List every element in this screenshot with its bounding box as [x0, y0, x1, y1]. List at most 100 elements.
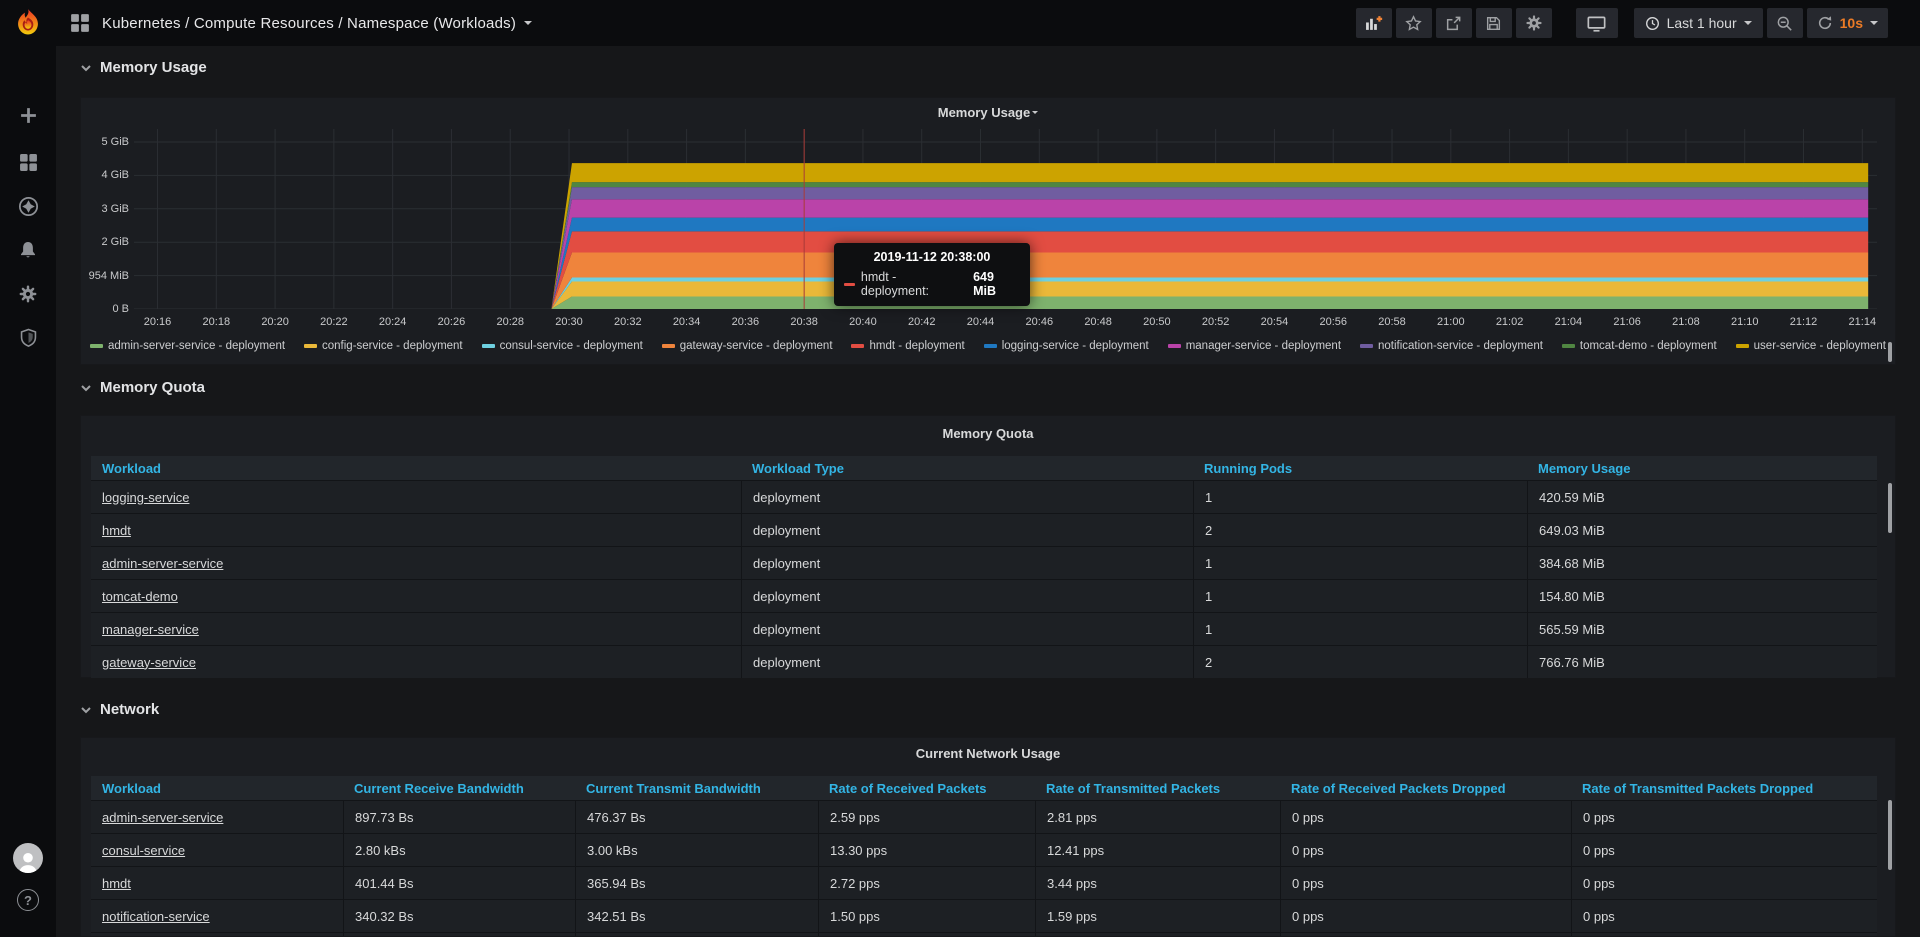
refresh-interval-label[interactable]: 10s	[1840, 15, 1863, 31]
workload-link[interactable]: hmdt	[102, 523, 131, 538]
table-cell: 365.94 Bs	[575, 867, 818, 899]
legend-item[interactable]: user-service - deployment	[1736, 340, 1886, 352]
x-axis-tick: 20:24	[371, 316, 415, 328]
column-header[interactable]: Current Transmit Bandwidth	[575, 781, 818, 796]
refresh-button[interactable]: 10s	[1807, 8, 1888, 38]
section-network[interactable]: Network	[80, 701, 159, 718]
dashboard-title[interactable]: Kubernetes / Compute Resources / Namespa…	[102, 15, 516, 32]
section-memory-quota[interactable]: Memory Quota	[80, 379, 205, 396]
x-axis-tick: 20:38	[782, 316, 826, 328]
legend-item[interactable]: consul-service - deployment	[482, 340, 643, 352]
table-cell: 340.32 Bs	[343, 900, 575, 932]
panel-title-network-usage[interactable]: Current Network Usage	[81, 746, 1895, 761]
column-header[interactable]: Memory Usage	[1527, 461, 1877, 476]
workload-link[interactable]: hmdt	[102, 876, 131, 891]
workload-link[interactable]: consul-service	[102, 843, 185, 858]
column-header[interactable]: Current Receive Bandwidth	[343, 781, 575, 796]
table-cell: 2.72 pps	[818, 867, 1035, 899]
workload-link[interactable]: notification-service	[102, 909, 210, 924]
zoom-out-time-button[interactable]	[1767, 8, 1803, 38]
add-panel-button[interactable]	[1356, 8, 1392, 38]
table-cell	[818, 933, 1035, 937]
table-cell: 0 pps	[1280, 834, 1571, 866]
table-cell: 2.81 pps	[1035, 801, 1280, 833]
tv-mode-button[interactable]	[1576, 8, 1618, 38]
table-cell: logging-service	[91, 481, 741, 513]
time-range-picker[interactable]: Last 1 hour	[1634, 8, 1763, 38]
table-cell: 3.00 kBs	[575, 834, 818, 866]
table-cell: 342.51 Bs	[575, 900, 818, 932]
legend-item[interactable]: manager-service - deployment	[1168, 340, 1341, 352]
grafana-logo[interactable]	[0, 0, 56, 46]
workload-link[interactable]: admin-server-service	[102, 810, 223, 825]
column-header[interactable]: Rate of Transmitted Packets	[1035, 781, 1280, 796]
workload-link[interactable]: manager-service	[102, 622, 199, 637]
table-cell: 0 pps	[1571, 801, 1877, 833]
panel-title-memory-quota[interactable]: Memory Quota	[81, 426, 1895, 441]
table-cell: 1.59 pps	[1035, 900, 1280, 932]
chevron-down-icon	[1032, 111, 1038, 117]
legend-series-label: tomcat-demo - deployment	[1580, 340, 1717, 352]
legend-item[interactable]: tomcat-demo - deployment	[1562, 340, 1717, 352]
grafana-app: Kubernetes / Compute Resources / Namespa…	[0, 0, 1920, 937]
save-dashboard-button[interactable]	[1476, 8, 1512, 38]
table-cell: deployment	[741, 580, 1193, 612]
memory-usage-panel: Memory Usage 0 B954 MiB2 GiB3 GiB4 GiB5 …	[80, 97, 1896, 365]
table-scrollbar[interactable]	[1888, 800, 1892, 870]
workload-link[interactable]: tomcat-demo	[102, 589, 178, 604]
share-dashboard-button[interactable]	[1436, 8, 1472, 38]
sidebar-item-explore[interactable]	[0, 188, 56, 224]
table-row: notification-service 340.32 Bs342.51 Bs 1.…	[91, 899, 1877, 932]
table-cell: 3.44 pps	[1035, 867, 1280, 899]
workload-link[interactable]: admin-server-service	[102, 556, 223, 571]
stacked-series-areas	[551, 163, 1868, 309]
star-dashboard-button[interactable]	[1396, 8, 1432, 38]
section-memory-usage[interactable]: Memory Usage	[80, 59, 207, 76]
column-header[interactable]: Workload Type	[741, 461, 1193, 476]
sidebar-item-server-admin[interactable]	[0, 320, 56, 356]
table-cell: 476.37 Bs	[575, 801, 818, 833]
table-cell: 2.59 pps	[818, 801, 1035, 833]
legend-item[interactable]: notification-service - deployment	[1360, 340, 1543, 352]
table-cell: deployment	[741, 547, 1193, 579]
sidebar-item-create[interactable]	[0, 97, 56, 133]
help-button[interactable]: ?	[17, 889, 39, 911]
legend-item[interactable]: config-service - deployment	[304, 340, 463, 352]
column-header[interactable]: Running Pods	[1193, 461, 1527, 476]
table-scrollbar[interactable]	[1888, 483, 1892, 533]
column-header[interactable]: Workload	[91, 781, 343, 796]
workload-link[interactable]: gateway-service	[102, 655, 196, 670]
user-avatar[interactable]	[13, 843, 43, 873]
dashboard-picker-button[interactable]	[66, 9, 94, 37]
sidebar-item-configuration[interactable]	[0, 276, 56, 312]
x-axis-tick: 20:40	[841, 316, 885, 328]
x-axis-tick: 20:54	[1252, 316, 1296, 328]
legend-item[interactable]: gateway-service - deployment	[662, 340, 833, 352]
x-axis-tick: 20:16	[136, 316, 180, 328]
table-cell: tomcat-demo	[91, 580, 741, 612]
bell-icon	[18, 240, 38, 260]
chevron-down-icon[interactable]	[524, 21, 532, 29]
column-header[interactable]: Rate of Transmitted Packets Dropped	[1571, 781, 1877, 796]
x-axis-tick: 20:28	[488, 316, 532, 328]
dashboard-settings-button[interactable]	[1516, 8, 1552, 38]
legend-item[interactable]: admin-server-service - deployment	[90, 340, 285, 352]
column-header[interactable]: Workload	[91, 461, 741, 476]
x-axis-tick: 20:52	[1194, 316, 1238, 328]
column-header[interactable]: Rate of Received Packets	[818, 781, 1035, 796]
x-axis-tick: 21:12	[1782, 316, 1826, 328]
legend-item[interactable]: logging-service - deployment	[984, 340, 1149, 352]
series-area[interactable]	[551, 296, 1868, 309]
workload-link[interactable]: logging-service	[102, 490, 189, 505]
y-axis-tick: 5 GiB	[83, 136, 129, 148]
table-cell: 154.80 MiB	[1527, 580, 1877, 612]
sidebar-item-dashboards[interactable]	[0, 144, 56, 180]
legend-item[interactable]: hmdt - deployment	[851, 340, 964, 352]
table-row: hmdtdeployment2649.03 MiB	[91, 513, 1877, 546]
x-axis-tick: 20:48	[1076, 316, 1120, 328]
save-icon	[1485, 15, 1502, 32]
panel-scrollbar[interactable]	[1888, 342, 1892, 362]
sidebar-item-alerting[interactable]	[0, 232, 56, 268]
panel-title-memory-usage[interactable]: Memory Usage	[81, 105, 1895, 120]
column-header[interactable]: Rate of Received Packets Dropped	[1280, 781, 1571, 796]
